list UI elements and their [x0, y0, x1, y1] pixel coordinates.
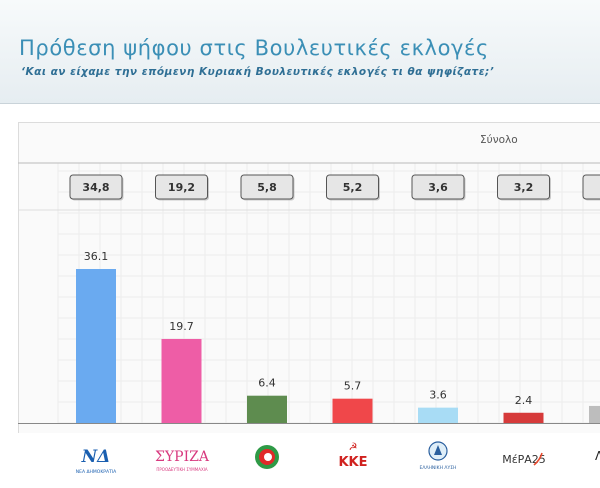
previous-value-box: 5,8: [240, 174, 295, 201]
previous-value-label: 3,2: [514, 181, 534, 194]
elliniki-lysi-logo: ΕΛΛΗΝΙΚΗ ΛΥΣΗ: [408, 436, 468, 480]
previous-value-label: 34,8: [82, 181, 109, 194]
bar: [418, 407, 458, 423]
bar-value-label: 36.1: [84, 250, 109, 263]
bar-value-label: 2.4: [515, 394, 533, 407]
svg-text:ΠΡΟΟΔΕΥΤΙΚΗ ΣΥΜΜΑΧΙΑ: ΠΡΟΟΔΕΥΤΙΚΗ ΣΥΜΜΑΧΙΑ: [156, 467, 207, 472]
group-label: Σύνολο: [480, 134, 518, 146]
previous-value-box: 3,2: [497, 174, 551, 201]
bar: [161, 338, 202, 423]
bar: [247, 395, 287, 423]
previous-value-label: 5,2: [343, 181, 363, 194]
svg-text:ΣΥΡΙΖΑ: ΣΥΡΙΖΑ: [155, 449, 210, 465]
previous-value-label: 5,8: [257, 181, 277, 194]
svg-text:ΚΚΕ: ΚΚΕ: [338, 455, 367, 470]
page-title: Πρόθεση ψήφου στις Βουλευτικές εκλογές: [19, 36, 489, 60]
nd-logo: ΝΔ ΝΕΑ ΔΗΜΟΚΡΑΤΙΑ: [66, 436, 126, 480]
previous-value-box: 19,2: [155, 174, 209, 201]
svg-text:ΝΕΑ ΔΗΜΟΚΡΑΤΙΑ: ΝΕΑ ΔΗΜΟΚΡΑΤΙΑ: [76, 469, 117, 475]
previous-value-box: 5,2: [326, 174, 380, 201]
kke-logo: ☭ ΚΚΕ: [323, 436, 383, 480]
svg-text:ΝΔ: ΝΔ: [81, 447, 111, 467]
mera25-logo: ΜέΡΑ25: [494, 436, 554, 480]
svg-text:ΕΛΛΗΝΙΚΗ ΛΥΣΗ: ΕΛΛΗΝΙΚΗ ΛΥΣΗ: [420, 465, 457, 471]
kinal-logo: [237, 436, 297, 480]
bar-value-label: 3.6: [429, 389, 447, 402]
svg-text:ΜέΡΑ25: ΜέΡΑ25: [502, 453, 546, 466]
previous-value-box: 34,8: [69, 174, 124, 201]
bar-value-label: 5.7: [344, 380, 362, 393]
syriza-logo: ΣΥΡΙΖΑ ΠΡΟΟΔΕΥΤΙΚΗ ΣΥΜΜΑΧΙΑ: [147, 436, 217, 480]
page-subtitle: ‘Και αν είχαμε την επόμενη Κυριακή Βουλε…: [21, 66, 495, 78]
bar: [503, 412, 544, 423]
svg-text:☭: ☭: [348, 442, 357, 453]
previous-value-box: [582, 174, 600, 201]
bar: [332, 398, 373, 423]
svg-text:Λυ: Λυ: [595, 449, 600, 463]
previous-value-label: 3,6: [428, 181, 448, 194]
bar-value-label: 19.7: [169, 320, 194, 333]
bar: [589, 405, 600, 423]
header-banner: Πρόθεση ψήφου στις Βουλευτικές εκλογές ‘…: [0, 0, 600, 104]
bar-value-label: 6.4: [258, 377, 276, 390]
bar: [76, 269, 116, 423]
lysi-logo: Λυ: [589, 436, 600, 480]
previous-value-label: 19,2: [168, 181, 195, 194]
previous-value-box: 3,6: [411, 174, 466, 201]
party-logos-row: ΝΔ ΝΕΑ ΔΗΜΟΚΡΑΤΙΑ ΣΥΡΙΖΑ ΠΡΟΟΔΕΥΤΙΚΗ ΣΥΜ…: [0, 436, 600, 488]
